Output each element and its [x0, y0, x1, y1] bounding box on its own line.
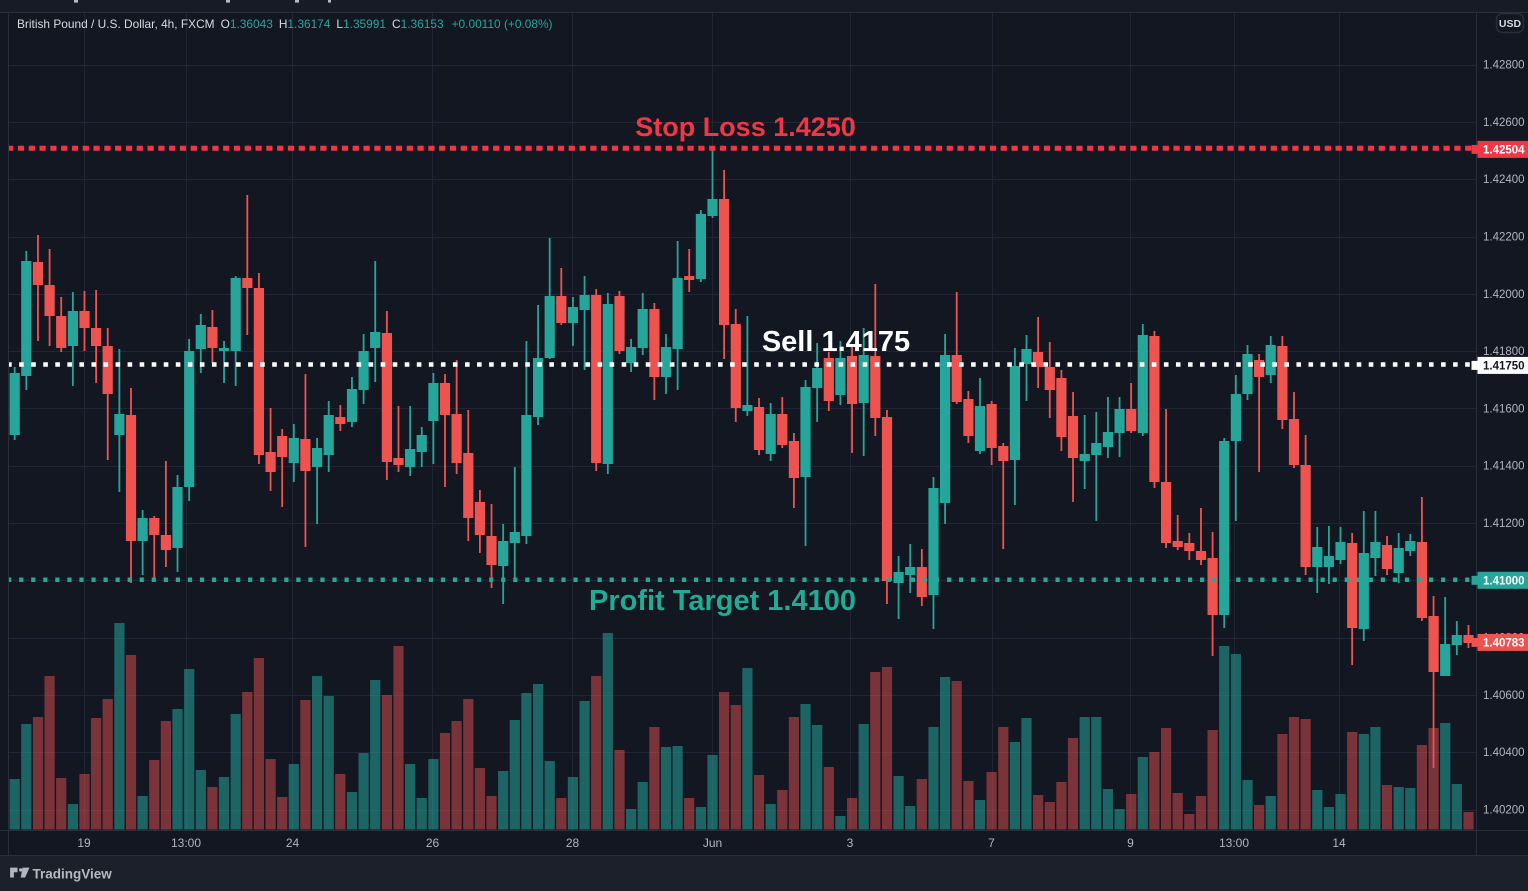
- svg-text:28: 28: [566, 836, 580, 850]
- svg-text:Sell 1.4175: Sell 1.4175: [762, 326, 910, 358]
- svg-text:1.40783: 1.40783: [1483, 637, 1525, 649]
- svg-text:1.42600: 1.42600: [1483, 117, 1525, 129]
- svg-text:1.42504: 1.42504: [1483, 144, 1525, 156]
- svg-text:1.41200: 1.41200: [1483, 518, 1525, 530]
- svg-text:1.42000: 1.42000: [1483, 289, 1525, 301]
- svg-text:7: 7: [988, 836, 995, 850]
- svg-text:14: 14: [1332, 836, 1346, 850]
- svg-text:1.40400: 1.40400: [1483, 747, 1525, 759]
- svg-text:Profit Target 1.4100: Profit Target 1.4100: [589, 585, 856, 617]
- svg-text:9: 9: [1127, 836, 1134, 850]
- svg-text:Stop Loss 1.4250: Stop Loss 1.4250: [635, 112, 856, 142]
- svg-text:1.42800: 1.42800: [1483, 60, 1525, 72]
- svg-text:1.41750: 1.41750: [1483, 360, 1525, 372]
- svg-text:1.41000: 1.41000: [1483, 575, 1525, 587]
- svg-text:1.41800: 1.41800: [1483, 346, 1525, 358]
- svg-text:TradingView: TradingView: [33, 867, 113, 882]
- svg-text:26: 26: [426, 836, 440, 850]
- svg-text:1.42200: 1.42200: [1483, 232, 1525, 244]
- svg-text:1.41400: 1.41400: [1483, 461, 1525, 473]
- svg-text:1.41600: 1.41600: [1483, 403, 1525, 415]
- svg-text:Jun: Jun: [703, 836, 722, 850]
- svg-text:1.42400: 1.42400: [1483, 174, 1525, 186]
- svg-text:British Pound / U.S. Dollar, 4: British Pound / U.S. Dollar, 4h, FXCM O1.…: [17, 17, 553, 31]
- svg-text:24: 24: [286, 836, 300, 850]
- svg-text:3: 3: [847, 836, 854, 850]
- svg-text:13:00: 13:00: [171, 836, 201, 850]
- svg-text:19: 19: [77, 836, 91, 850]
- svg-text:1.40200: 1.40200: [1483, 805, 1525, 817]
- svg-text:USD: USD: [1499, 18, 1522, 30]
- svg-text:13:00: 13:00: [1219, 836, 1249, 850]
- svg-text:1.40600: 1.40600: [1483, 690, 1525, 702]
